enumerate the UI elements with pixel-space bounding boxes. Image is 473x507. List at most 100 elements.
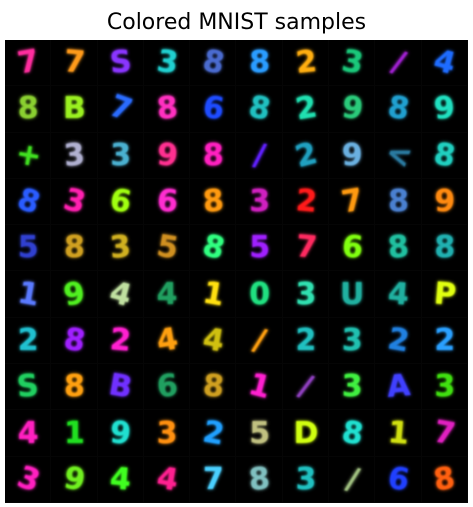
sample-digit: 8 xyxy=(64,369,85,405)
sample-cell: 7 xyxy=(98,86,144,132)
sample-cell: 9 xyxy=(98,410,144,456)
sample-digit: < xyxy=(380,134,417,177)
sample-digit: 9 xyxy=(61,460,88,499)
sample-cell: 0 xyxy=(236,271,282,317)
sample-digit: 8 xyxy=(61,321,88,360)
sample-digit: 2 xyxy=(294,183,318,220)
sample-cell: 8 xyxy=(422,457,468,503)
sample-digit: S xyxy=(108,44,133,82)
sample-digit: 8 xyxy=(434,230,456,266)
sample-cell: 8 xyxy=(190,179,236,225)
sample-cell: B xyxy=(51,86,97,132)
sample-cell: 8 xyxy=(190,364,236,410)
sample-digit: 6 xyxy=(200,90,227,128)
sample-cell: + xyxy=(5,133,51,179)
sample-digit: 3 xyxy=(339,43,366,82)
sample-cell: 2 xyxy=(98,318,144,364)
sample-cell: 4 xyxy=(375,271,421,317)
sample-digit: 8 xyxy=(386,229,411,267)
sample-cell: 8 xyxy=(190,40,236,86)
sample-digit: 8 xyxy=(12,181,45,222)
sample-cell: 2 xyxy=(283,318,329,364)
sample-digit: 3 xyxy=(341,322,363,358)
sample-digit: + xyxy=(12,135,44,175)
sample-digit: 8 xyxy=(245,89,274,129)
sample-digit: A xyxy=(385,368,412,406)
sample-digit: 3 xyxy=(154,43,180,82)
sample-cell: 1 xyxy=(5,271,51,317)
sample-cell: 8 xyxy=(422,133,468,179)
sample-digit: 7 xyxy=(202,461,224,497)
sample-cell: 9 xyxy=(329,86,375,132)
sample-cell: / xyxy=(236,133,282,179)
sample-cell: U xyxy=(329,271,375,317)
sample-cell: 9 xyxy=(329,133,375,179)
sample-digit: 7 xyxy=(338,182,366,221)
sample-digit: / xyxy=(251,137,269,174)
sample-digit: 9 xyxy=(432,90,457,128)
sample-cell: 3 xyxy=(144,410,190,456)
sample-cell: 7 xyxy=(5,40,51,86)
sample-digit: 9 xyxy=(434,184,456,220)
sample-cell: 8 xyxy=(422,225,468,271)
sample-cell: 8 xyxy=(5,86,51,132)
sample-digit: 0 xyxy=(249,276,271,312)
sample-digit: 7 xyxy=(294,229,318,267)
sample-cell: 8 xyxy=(51,364,97,410)
sample-cell: 8 xyxy=(329,410,375,456)
sample-digit: / xyxy=(342,461,363,498)
sample-digit: 7 xyxy=(14,43,42,82)
sample-digit: 9 xyxy=(61,275,88,314)
sample-digit: 1 xyxy=(64,415,85,451)
sample-digit: 4 xyxy=(156,276,178,312)
sample-digit: B xyxy=(106,367,136,406)
sample-digit: 2 xyxy=(108,322,133,359)
sample-cell: / xyxy=(283,364,329,410)
sample-digit: 7 xyxy=(431,413,459,453)
sample-digit: 7 xyxy=(105,88,137,129)
sample-cell: 5 xyxy=(144,225,190,271)
sample-digit: 9 xyxy=(341,137,363,173)
sample-cell: 8 xyxy=(375,225,421,271)
sample-cell: A xyxy=(375,364,421,410)
sample-cell: 7 xyxy=(422,410,468,456)
sample-cell: 5 xyxy=(236,410,282,456)
sample-cell: 3 xyxy=(236,179,282,225)
sample-cell: 3 xyxy=(51,133,97,179)
sample-digit: D xyxy=(293,415,319,451)
sample-cell: 3 xyxy=(98,133,144,179)
sample-digit: / xyxy=(294,368,318,406)
sample-cell: 3 xyxy=(329,364,375,410)
sample-digit: 6 xyxy=(340,229,365,267)
sample-digit: 9 xyxy=(155,136,179,174)
sample-digit: 2 xyxy=(200,413,227,453)
sample-cell: 8 xyxy=(236,86,282,132)
sample-digit: 3 xyxy=(295,276,317,312)
sample-cell: 4 xyxy=(144,457,190,503)
sample-cell: S xyxy=(5,364,51,410)
sample-digit: 8 xyxy=(198,228,229,268)
sample-digit: 8 xyxy=(431,460,459,499)
sample-cell: 8 xyxy=(190,133,236,179)
sample-digit: 3 xyxy=(59,181,90,222)
sample-digit: 5 xyxy=(153,228,181,267)
sample-cell: 5 xyxy=(5,225,51,271)
sample-digit: 8 xyxy=(431,136,459,175)
sample-digit: 2 xyxy=(292,89,320,128)
sample-digit: 2 xyxy=(291,135,321,175)
sample-cell: D xyxy=(283,410,329,456)
sample-digit: 3 xyxy=(108,229,133,267)
sample-digit: 9 xyxy=(108,414,133,452)
sample-digit: 2 xyxy=(385,321,412,360)
sample-cell: 2 xyxy=(283,179,329,225)
sample-digit: 8 xyxy=(64,230,85,266)
sample-digit: 3 xyxy=(156,415,178,451)
figure-title: Colored MNIST samples xyxy=(106,10,367,35)
sample-digit: 5 xyxy=(17,230,39,266)
sample-digit: 4 xyxy=(200,321,227,360)
sample-digit: 5 xyxy=(249,230,271,266)
sample-digit: 8 xyxy=(385,89,412,128)
sample-digit: 4 xyxy=(153,321,181,360)
sample-digit: 8 xyxy=(155,90,179,128)
sample-digit: 2 xyxy=(17,322,39,358)
